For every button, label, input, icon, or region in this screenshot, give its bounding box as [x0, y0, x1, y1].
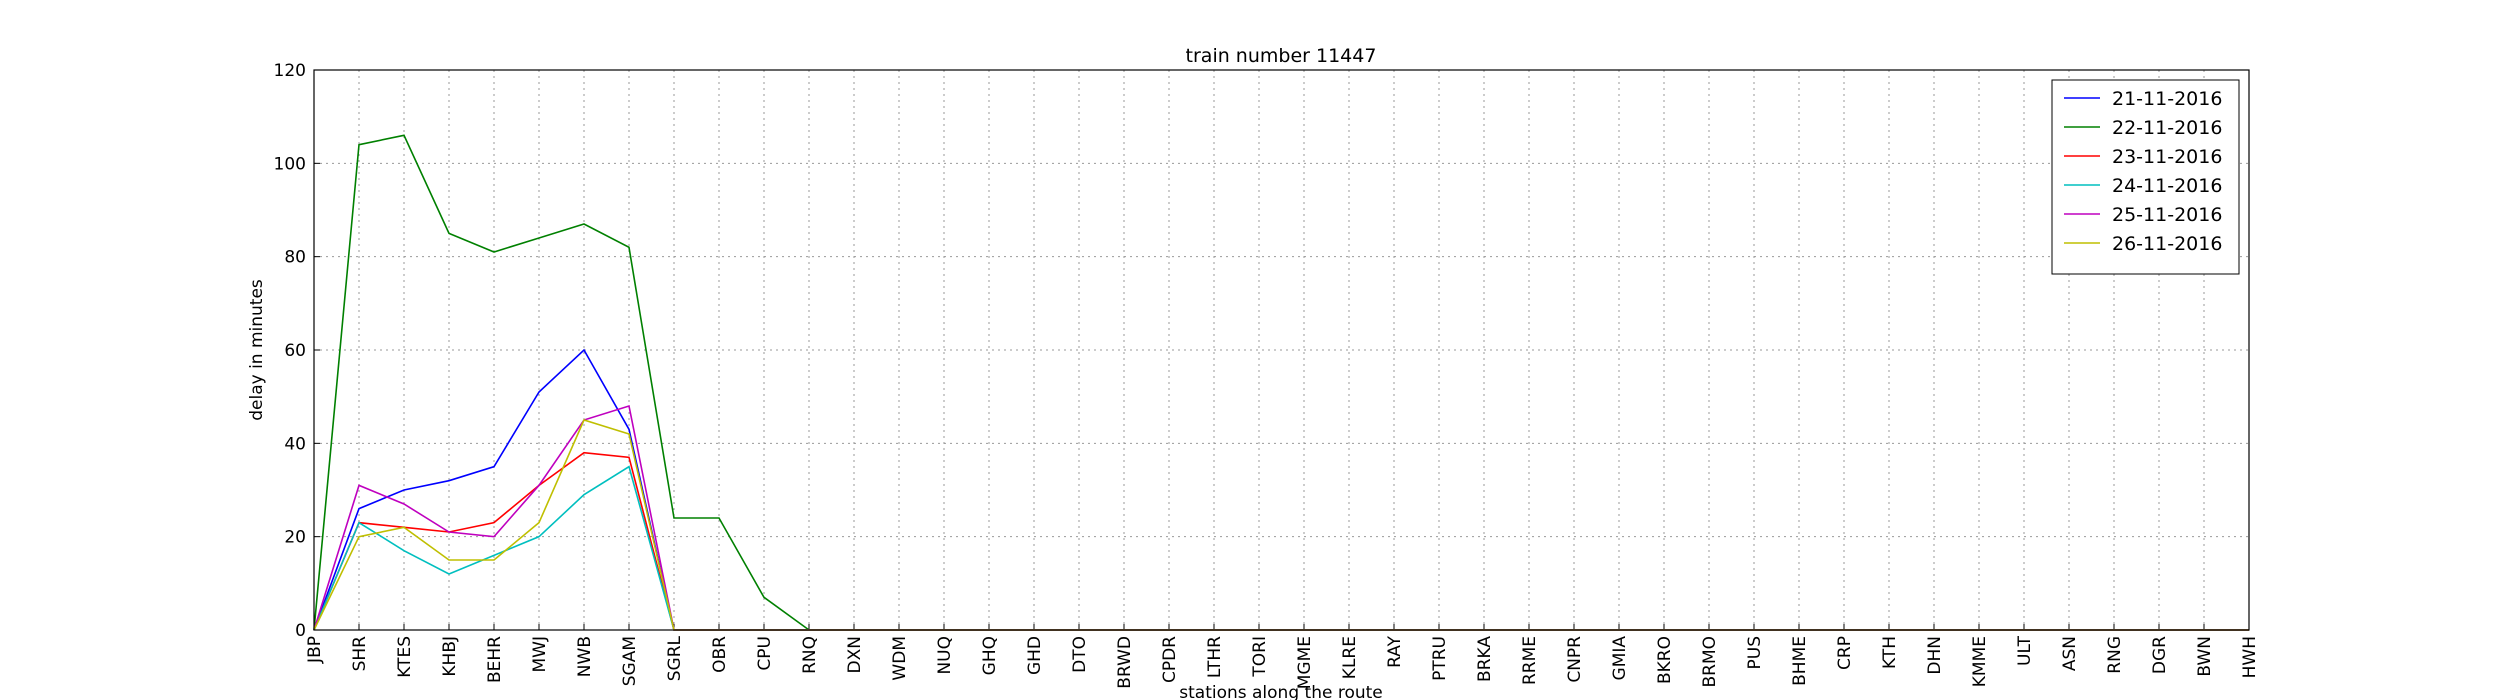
x-tick-label: WDM — [890, 636, 910, 681]
x-tick-label: OBR — [710, 636, 730, 673]
y-tick-label: 60 — [284, 341, 306, 361]
x-tick-label: BRKA — [1475, 636, 1495, 682]
x-tick-label: TORI — [1250, 636, 1270, 678]
series-line — [313, 348, 2249, 631]
legend-label: 21-11-2016 — [2112, 88, 2222, 110]
x-tick-label: BRMO — [1700, 636, 1720, 688]
x-tick-label: SGRL — [665, 635, 685, 681]
x-tick-label: DXN — [845, 636, 865, 673]
x-tick-label: SHR — [350, 636, 370, 672]
plot-frame — [313, 69, 2250, 631]
x-tick-label: KMME — [1970, 636, 1990, 687]
x-tick-label: DGR — [2150, 636, 2170, 674]
x-tick-label: GMIA — [1610, 636, 1630, 681]
x-tick-label: RRME — [1520, 636, 1540, 685]
chart-title: train number 11447 — [1186, 45, 1377, 67]
x-tick-label: KHBJ — [440, 636, 460, 677]
x-tick-label: PUS — [1745, 636, 1765, 670]
x-tick-label: GHD — [1025, 636, 1045, 675]
x-axis-label: stations along the route — [1179, 683, 1383, 700]
x-tick-label: ULT — [2015, 635, 2035, 666]
x-tick-label: DTO — [1070, 636, 1090, 673]
legend-label: 25-11-2016 — [2112, 204, 2222, 226]
x-tick-label: RNQ — [800, 636, 820, 674]
x-tick-label: JBP — [305, 636, 325, 664]
x-tick-label: BRWD — [1115, 636, 1135, 689]
y-tick-label: 120 — [274, 61, 306, 81]
series-line — [313, 134, 2249, 631]
series-line — [313, 404, 2249, 631]
x-tick-label: NUQ — [935, 636, 955, 675]
x-tick-label: LTHR — [1205, 636, 1225, 678]
x-tick-label: PTRU — [1430, 636, 1450, 681]
x-tick-label: BKRO — [1655, 636, 1675, 684]
x-tick-label: CRP — [1835, 636, 1855, 670]
x-tick-label: CPDR — [1160, 636, 1180, 683]
x-tick-label: BEHR — [485, 636, 505, 683]
x-tick-label: BWN — [2195, 636, 2215, 677]
x-tick-label: SGAM — [620, 636, 640, 686]
legend-label: 24-11-2016 — [2112, 175, 2222, 197]
x-tick-label: DHN — [1925, 636, 1945, 675]
x-tick-label: MGME — [1295, 636, 1315, 689]
y-tick-label: 20 — [284, 528, 306, 548]
legend-label: 22-11-2016 — [2112, 117, 2222, 139]
x-tick-label: CNPR — [1565, 636, 1585, 683]
x-tick-label: KTES — [395, 636, 415, 678]
x-tick-label: BHME — [1790, 636, 1810, 686]
x-tick-label: MWJ — [530, 636, 550, 673]
x-tick-label: KTH — [1880, 636, 1900, 669]
x-tick-label: KLRE — [1340, 636, 1360, 679]
x-tick-label: RAY — [1385, 635, 1405, 667]
y-tick-label: 0 — [295, 621, 306, 641]
x-tick-label: RNG — [2105, 636, 2125, 674]
legend-label: 26-11-2016 — [2112, 233, 2222, 255]
y-tick-label: 40 — [284, 434, 306, 454]
x-tick-label: HWH — [2240, 636, 2260, 678]
x-tick-label: NWB — [575, 636, 595, 677]
legend-label: 23-11-2016 — [2112, 146, 2222, 168]
y-tick-label: 80 — [284, 248, 306, 268]
y-axis-label: delay in minutes — [247, 279, 267, 421]
series-line — [313, 419, 2249, 631]
series-line — [313, 451, 2249, 631]
x-tick-label: CPU — [755, 636, 775, 671]
legend-box — [2051, 79, 2240, 275]
series-line — [313, 465, 2249, 631]
x-tick-label: GHQ — [980, 636, 1000, 675]
x-tick-label: ASN — [2060, 636, 2080, 671]
y-tick-label: 100 — [274, 154, 306, 174]
